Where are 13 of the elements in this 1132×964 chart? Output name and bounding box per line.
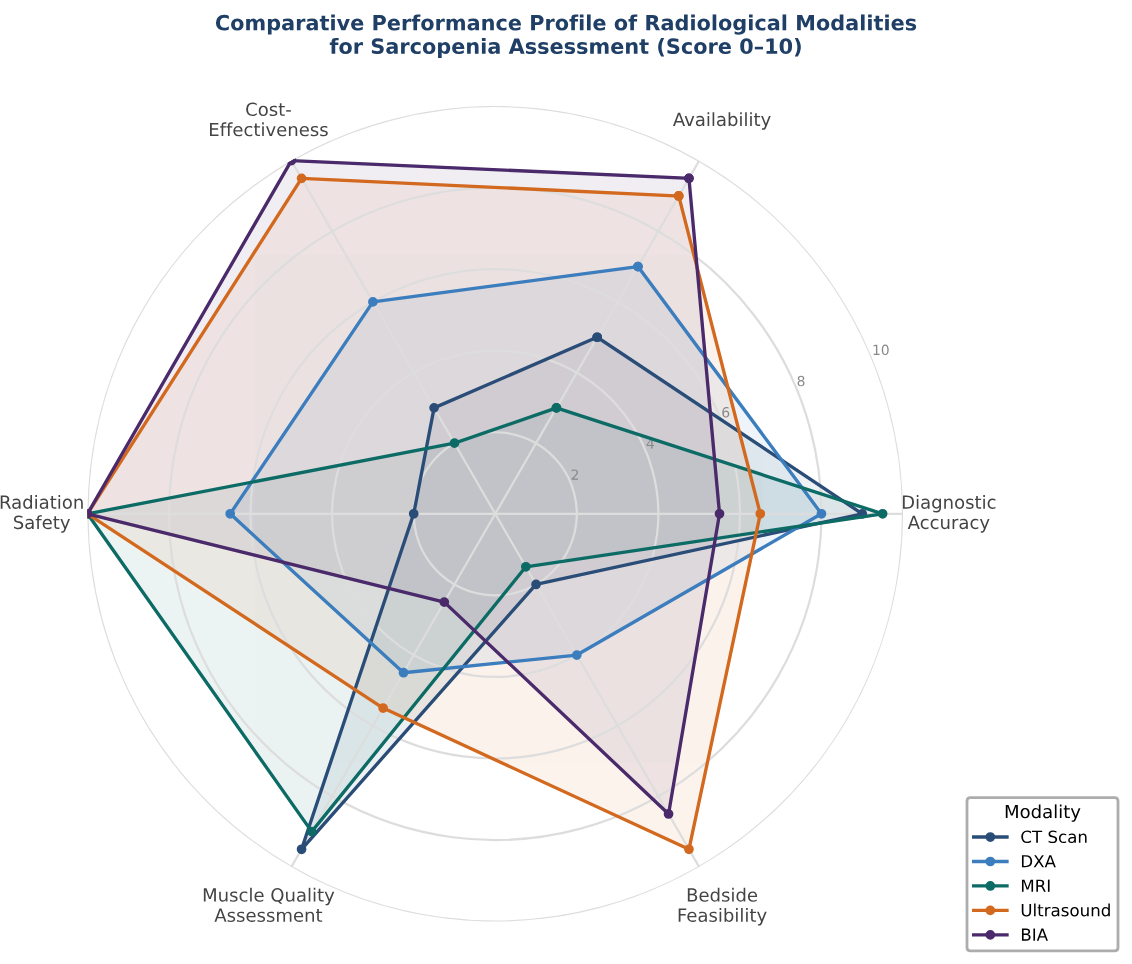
legend-title: Modality (1005, 804, 1081, 822)
legend-label: Ultrasound (1021, 903, 1110, 917)
chart-title: Comparative Performance Profile of Radiological Modalities for Sarcopenia Assessment (Score 0–10) (215, 14, 917, 59)
spoke-label: Cost- Effectiveness (210, 102, 328, 137)
spoke-label: Radiation Safety (0, 494, 83, 533)
spoke-label: Availability (672, 112, 771, 130)
legend-label: MRI (1021, 879, 1050, 892)
legend-label: BIA (1021, 928, 1048, 941)
legend-label: DXA (1021, 855, 1056, 868)
spoke-label: Diagnostic Accuracy (902, 494, 996, 533)
legend-label: CT Scan (1021, 830, 1087, 844)
spoke-label: Muscle Quality Assessment (203, 887, 335, 922)
spoke-label: Bedside Feasibility (678, 887, 767, 926)
